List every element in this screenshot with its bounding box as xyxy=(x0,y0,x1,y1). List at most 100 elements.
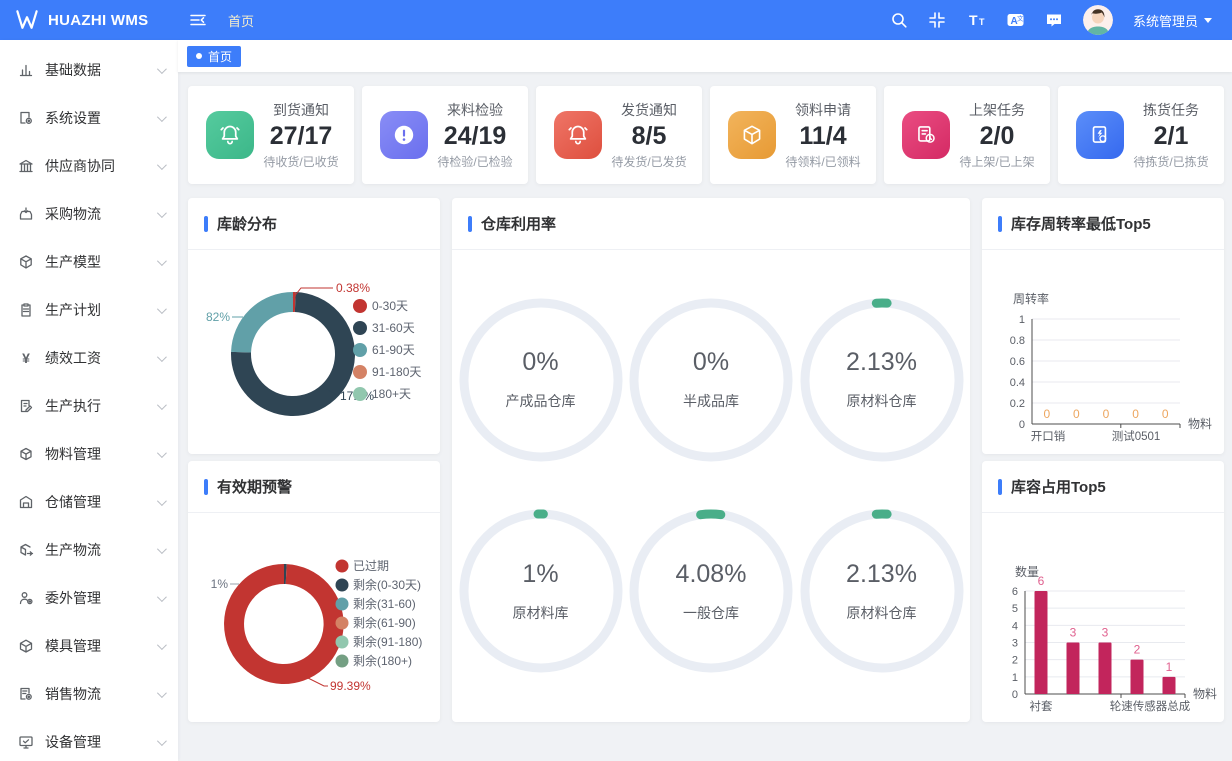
stat-sub: 待收货/已收货 xyxy=(263,154,339,169)
logo-icon xyxy=(14,9,40,31)
legend-item[interactable]: 剩余(180+) xyxy=(335,653,413,668)
svg-text:T: T xyxy=(979,17,985,27)
sidebar-item-production-plan[interactable]: 生产计划 xyxy=(0,286,178,334)
sidebar-item-warehouse-management[interactable]: 仓储管理 xyxy=(0,478,178,526)
sidebar-item-equipment-management[interactable]: 设备管理 xyxy=(0,718,178,761)
box-arrow-in-icon xyxy=(18,206,34,222)
warehouse-gauge: 1% 原材料库 xyxy=(459,509,623,673)
svg-text:180+天: 180+天 xyxy=(372,387,411,401)
svg-text:数量: 数量 xyxy=(1015,564,1039,579)
svg-text:剩余(0-30天): 剩余(0-30天) xyxy=(353,577,421,592)
avatar[interactable] xyxy=(1082,5,1113,35)
svg-text:0: 0 xyxy=(1132,407,1139,421)
gauge-value: 4.08% xyxy=(675,559,747,588)
alert-circle-icon xyxy=(380,111,428,159)
legend-item[interactable]: 0-30天 xyxy=(353,299,408,313)
stat-card-putaway-task[interactable]: 上架任务 2/0 待上架/已上架 xyxy=(884,86,1050,184)
svg-text:3: 3 xyxy=(1012,638,1018,650)
svg-text:0.8: 0.8 xyxy=(1010,335,1025,347)
message-icon[interactable] xyxy=(1045,11,1063,29)
sidebar-item-purchase-logistics[interactable]: 采购物流 xyxy=(0,190,178,238)
panel-title: 库容占用Top5 xyxy=(1011,479,1106,496)
svg-text:0-30天: 0-30天 xyxy=(372,299,408,313)
chevron-down-icon xyxy=(156,639,167,650)
sidebar-item-material-management[interactable]: 物料管理 xyxy=(0,430,178,478)
stat-value: 8/5 xyxy=(631,122,667,151)
breadcrumb[interactable]: 首页 xyxy=(228,13,255,29)
sidebar-item-production-execution[interactable]: 生产执行 xyxy=(0,382,178,430)
legend-item[interactable]: 91-180天 xyxy=(353,365,421,379)
stat-title: 到货通知 xyxy=(273,102,329,119)
stat-card-arrival-notice[interactable]: 到货通知 27/17 待收货/已收货 xyxy=(188,86,354,184)
svg-text:0: 0 xyxy=(1043,407,1050,421)
sidebar-item-label: 委外管理 xyxy=(45,590,101,606)
svg-text:61-90天: 61-90天 xyxy=(372,343,415,357)
legend-item[interactable]: 剩余(31-60) xyxy=(335,596,416,611)
sidebar-item-sales-logistics[interactable]: 销售物流 xyxy=(0,670,178,718)
pie-label: 99.39% xyxy=(330,679,371,693)
sidebar-item-mold-management[interactable]: 模具管理 xyxy=(0,622,178,670)
chevron-down-icon xyxy=(156,495,167,506)
user-menu[interactable]: 系统管理员 xyxy=(1133,11,1212,30)
sidebar-item-system-settings[interactable]: 系统设置 xyxy=(0,94,178,142)
sidebar-item-base-data[interactable]: 基础数据 xyxy=(0,46,178,94)
pie-label: 0.38% xyxy=(336,281,370,295)
legend-item[interactable]: 31-60天 xyxy=(353,321,415,335)
sidebar-item-label: 物料管理 xyxy=(45,446,101,462)
sidebar-item-label: 系统设置 xyxy=(45,110,101,126)
gauge-label: 半成品库 xyxy=(683,393,739,410)
stat-card-incoming-inspection[interactable]: 来料检验 24/19 待检验/已检验 xyxy=(362,86,528,184)
legend-item[interactable]: 剩余(0-30天) xyxy=(335,577,422,592)
sidebar-item-production-logistics[interactable]: 生产物流 xyxy=(0,526,178,574)
chevron-down-icon xyxy=(156,111,167,122)
exit-fullscreen-icon[interactable] xyxy=(928,11,946,29)
sidebar: 基础数据 系统设置 供应商协同 采购物流 生产模型 生产计划 ¥ 绩效工资 生产 xyxy=(0,40,178,761)
sidebar-item-label: 仓储管理 xyxy=(45,494,101,510)
sidebar-collapse-icon[interactable] xyxy=(178,0,218,40)
sidebar-item-outsourcing-management[interactable]: 委外管理 xyxy=(0,574,178,622)
sidebar-item-supplier-collab[interactable]: 供应商协同 xyxy=(0,142,178,190)
chevron-down-icon xyxy=(156,591,167,602)
accent-bar xyxy=(204,215,208,232)
stat-card-shipment-notice[interactable]: 发货通知 8/5 待发货/已发货 xyxy=(536,86,702,184)
panel-warehouse-usage: 仓库利用率 0% 产成品仓库 0% 半成品库 2.13% xyxy=(452,198,970,722)
gauge-grid: 0% 产成品仓库 0% 半成品库 2.13% 原材料仓库 1% 原材料库 xyxy=(452,250,970,721)
bar xyxy=(1034,591,1048,694)
legend-item[interactable]: 剩余(61-90) xyxy=(335,615,416,630)
tab-home[interactable]: 首页 xyxy=(187,45,242,67)
svg-text:31-60天: 31-60天 xyxy=(372,321,415,335)
svg-text:已过期: 已过期 xyxy=(353,559,389,573)
svg-text:0.6: 0.6 xyxy=(1010,356,1025,368)
svg-text:1: 1 xyxy=(1166,660,1173,674)
svg-text:3: 3 xyxy=(1070,626,1077,640)
doc-edit-icon xyxy=(18,398,34,414)
yen-icon: ¥ xyxy=(18,350,34,366)
cube-icon xyxy=(18,254,34,270)
svg-text:0: 0 xyxy=(1012,689,1018,701)
legend-item[interactable]: 61-90天 xyxy=(353,343,415,357)
box-diamond-icon xyxy=(18,638,34,654)
sidebar-item-production-model[interactable]: 生产模型 xyxy=(0,238,178,286)
legend-item[interactable]: 剩余(91-180) xyxy=(335,634,423,649)
legend-item[interactable]: 已过期 xyxy=(335,559,390,573)
search-icon[interactable] xyxy=(890,11,908,29)
clipboard-icon xyxy=(18,302,34,318)
gauge-value: 0% xyxy=(522,348,559,377)
age-distribution-donut-chart: 0.38% 82% 17.8% 0-30天 31-60天 61-90天 91-1… xyxy=(206,281,421,416)
svg-text:0: 0 xyxy=(1019,419,1025,431)
svg-text:剩余(91-180): 剩余(91-180) xyxy=(353,634,422,649)
svg-text:0: 0 xyxy=(1162,407,1169,421)
bar-chart-icon xyxy=(18,62,34,78)
legend-item[interactable]: 180+天 xyxy=(353,387,411,401)
sidebar-item-performance-salary[interactable]: ¥ 绩效工资 xyxy=(0,334,178,382)
svg-text:物料: 物料 xyxy=(1193,687,1217,701)
stat-card-material-request[interactable]: 领料申请 11/4 待领料/已领料 xyxy=(710,86,876,184)
stat-title: 发货通知 xyxy=(621,102,677,119)
chevron-down-icon xyxy=(156,543,167,554)
pie-label: 1% xyxy=(211,577,229,591)
stat-card-picking-task[interactable]: 拣货任务 2/1 待拣货/已拣货 xyxy=(1058,86,1224,184)
